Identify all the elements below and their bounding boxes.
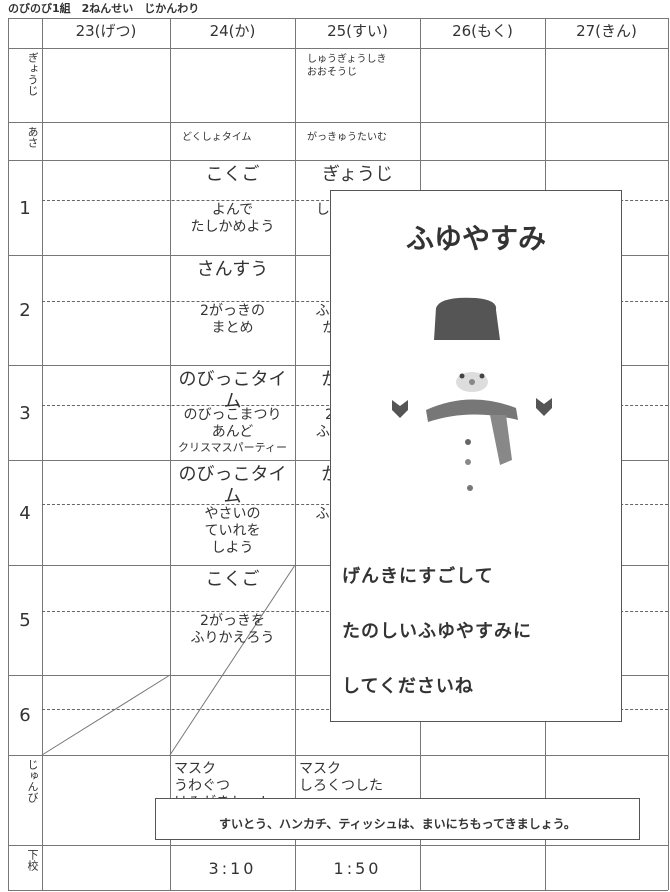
row-label: じゅんび [26, 759, 39, 803]
leave-time: 3:10 [208, 859, 257, 878]
notice-box [330, 190, 622, 722]
cell-text: おおそうじ [307, 67, 357, 78]
row-label: 2 [19, 300, 31, 321]
cell-text: マスク [174, 761, 216, 777]
row-line [8, 18, 668, 19]
activity: ていれを [204, 523, 261, 540]
cell-text: しゅうぎょうしき [307, 54, 387, 65]
reminder: すいとう、ハンカチ、ティッシュは、まいにちもってきましょう。 [155, 798, 640, 840]
row-line [8, 122, 668, 123]
day-header: 27(きん) [576, 22, 637, 40]
subject: ぎょうじ [321, 164, 394, 185]
row-label: 3 [19, 402, 31, 424]
notice-message: たのしいふゆやすみに [342, 621, 532, 642]
snowman [392, 297, 552, 491]
row-line [8, 890, 668, 891]
subject: のびっこタイム [178, 464, 287, 507]
activity: よんで [211, 201, 254, 218]
activity: のびっこまつり [183, 406, 282, 423]
day-header: 23(げつ) [75, 22, 137, 40]
row-label: 下校 [26, 849, 39, 871]
col-line [42, 18, 43, 890]
activity: クリスマスパーティー [177, 440, 287, 454]
activity: 2がっきを [200, 613, 265, 630]
cell-text: どくしょタイム [182, 132, 252, 143]
activity: ふりかえろう [190, 630, 275, 647]
day-header: 24(か) [209, 22, 256, 40]
cell-text: マスク [299, 761, 341, 777]
notice-message: げんきにすごして [342, 566, 494, 587]
row-label: ぎょうじ [26, 52, 39, 96]
row-label: 5 [19, 610, 31, 631]
notice-title: ふゆやすみ [405, 222, 546, 255]
col-line [8, 18, 9, 890]
cell-text: がっきゅうたいむ [307, 132, 387, 143]
row-line [8, 755, 668, 756]
row-label: あさ [26, 126, 39, 148]
col-line [668, 18, 669, 890]
title: のびのび1組 2ねんせい じかんわり [8, 2, 200, 15]
day-header: 25(すい) [327, 22, 388, 40]
activity: しよう [211, 540, 254, 557]
col-line [170, 18, 171, 890]
row-label: 1 [19, 197, 31, 219]
day-header: 26(もく) [452, 22, 513, 40]
subject: さんすう [196, 259, 269, 280]
cell-text: うわぐつ [174, 778, 230, 794]
subject: こくご [205, 164, 260, 185]
activity: たしかめよう [190, 218, 275, 235]
leave-time: 1:50 [333, 859, 382, 878]
cell-text: しろくつした [299, 778, 383, 794]
row-label: 4 [19, 502, 31, 524]
activity: あんど [211, 423, 254, 440]
row-line [8, 160, 668, 161]
activity: まとめ [211, 320, 254, 337]
subject: のびっこタイム [178, 369, 287, 412]
subject: こくご [205, 569, 260, 590]
row-line [8, 845, 668, 846]
activity: やさいの [204, 506, 261, 523]
col-line [295, 18, 296, 890]
activity: 2がっきの [200, 303, 265, 320]
row-label: 6 [19, 705, 31, 726]
row-line [8, 48, 668, 49]
notice-message: してくださいね [342, 676, 474, 697]
